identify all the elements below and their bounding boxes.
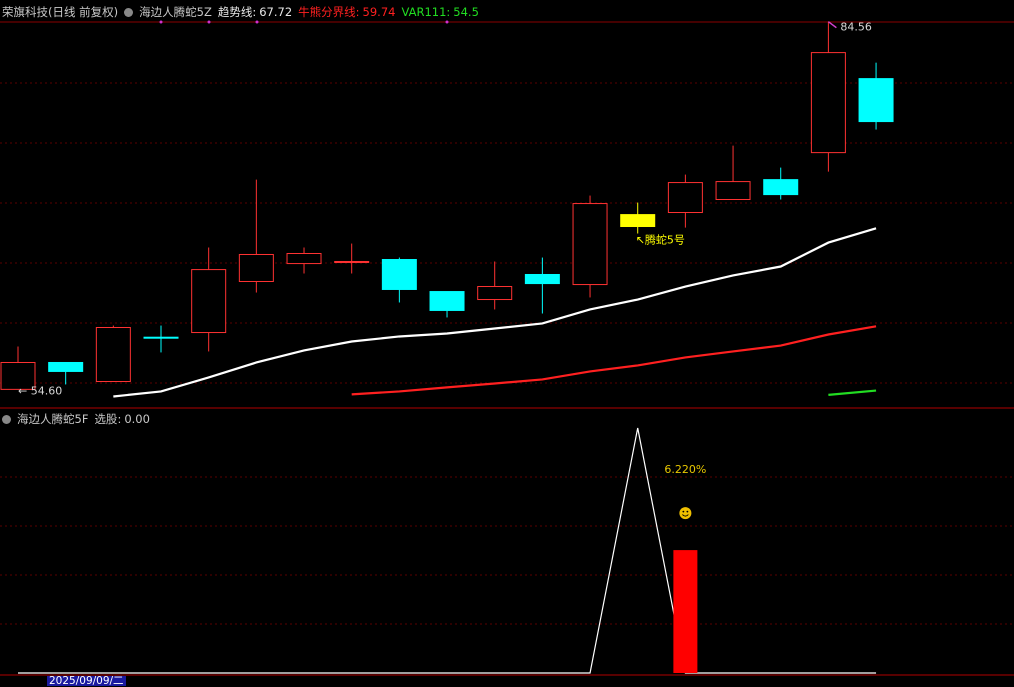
sub-header: 海边人腾蛇5F 选股: 0.00 (2, 411, 150, 427)
candle-body (667, 182, 703, 214)
legend-separator: : (355, 5, 360, 19)
grid (0, 82, 1014, 625)
indicator-line (351, 325, 877, 396)
legend-separator: : (117, 412, 122, 426)
legend-item: 趋势线: 67.72 (218, 4, 292, 20)
markers (159, 20, 449, 24)
legend-separator: : (252, 5, 257, 19)
candle-body (191, 269, 227, 334)
candle-body (620, 214, 656, 228)
candle-body (572, 203, 608, 286)
legend-value: 54.5 (453, 5, 479, 19)
marker-dot (159, 20, 163, 24)
legend-value: 0.00 (124, 412, 150, 426)
bar (673, 550, 698, 673)
candle-body (810, 52, 846, 154)
main-header: 荣旗科技(日线 前复权) 海边人腾蛇5Z 趋势线: 67.72 牛熊分界线: 59.7… (2, 4, 479, 20)
x-cursor-label: 2025/09/09/二 (47, 675, 126, 687)
candle-body (286, 253, 322, 265)
legend-value: 59.74 (362, 5, 396, 19)
smiley-icon (679, 507, 692, 520)
legend-name: 趋势线 (217, 5, 253, 19)
candle-body (858, 78, 894, 123)
low-label: ← 54.60 (18, 384, 62, 397)
indicator-name: 海边人腾蛇5Z (139, 5, 212, 19)
candle-body (477, 286, 513, 301)
candle-body (238, 253, 274, 282)
candle-body (143, 336, 179, 339)
smiley-face (679, 507, 692, 520)
candle-body (95, 327, 131, 383)
marker-dot (255, 20, 259, 24)
indicator-line (828, 389, 877, 396)
smiley-eye (686, 510, 689, 513)
high-pointer (827, 21, 837, 29)
indicator-name: 海边人腾蛇5F (17, 412, 89, 426)
menu-icon[interactable] (124, 7, 134, 17)
candle-body (381, 259, 417, 290)
legend-item: VAR111: 54.5 (401, 5, 478, 19)
legend-separator: : (446, 5, 451, 19)
stock-title: 荣旗科技(日线 前复权) (2, 5, 119, 19)
menu-icon[interactable] (2, 414, 11, 424)
legend-value: 67.72 (259, 5, 293, 19)
candle-body (48, 361, 84, 372)
candle-body (334, 260, 370, 263)
signal-line (18, 427, 877, 674)
candle-body (763, 179, 799, 196)
legend-item: 选股: 0.00 (94, 411, 149, 427)
marker-dot (445, 20, 449, 24)
candle-body (0, 361, 36, 390)
legend-name: 选股 (94, 412, 118, 426)
candle-body (715, 181, 751, 201)
legend-name: 牛熊分界线 (298, 5, 356, 19)
legend-name: VAR111 (401, 5, 447, 19)
signal-label: ↖腾蛇5号 (636, 233, 685, 247)
candle-body (429, 291, 465, 311)
indicator-line (113, 227, 877, 398)
candle-body (524, 273, 560, 285)
marker-dot (207, 20, 211, 24)
smiley-mouth (682, 514, 689, 517)
legend-item: 牛熊分界线: 59.74 (298, 4, 395, 20)
high-label: 84.56 (840, 21, 872, 34)
bar-label: 6.220% (664, 463, 706, 476)
smiley-eye (682, 510, 685, 513)
